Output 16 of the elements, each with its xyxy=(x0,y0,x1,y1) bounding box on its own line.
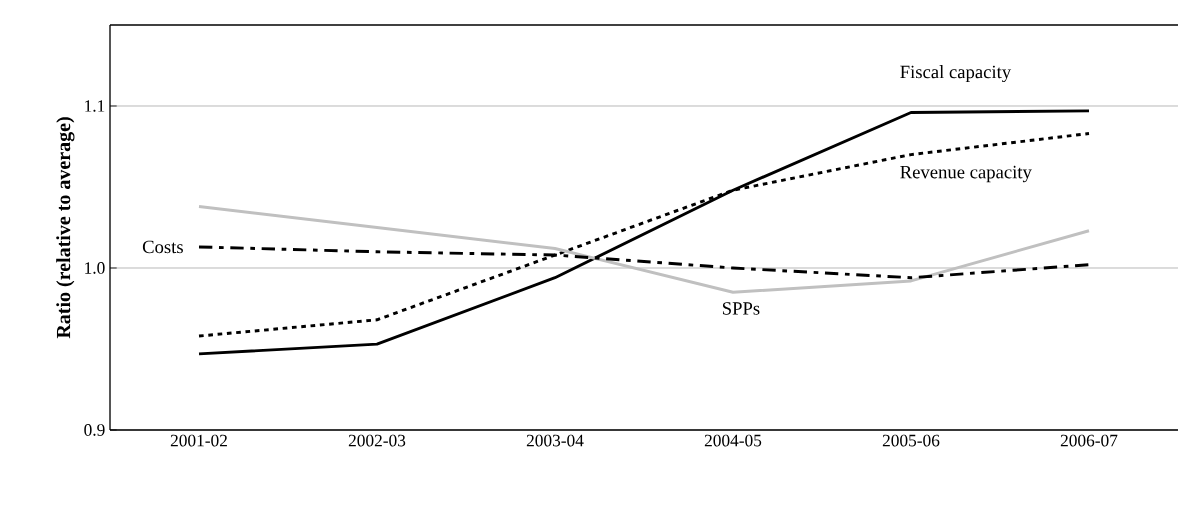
series-label: Fiscal capacity xyxy=(900,65,1012,83)
y-tick-label: 1.0 xyxy=(85,262,105,274)
x-tick-label: 2005-06 xyxy=(882,434,940,447)
y-tick-label: 0.9 xyxy=(84,424,105,436)
y-axis-title: Ratio (relative to average) xyxy=(56,117,75,339)
x-tick-label: 2002-03 xyxy=(348,434,406,447)
series-label: Revenue capacity xyxy=(900,165,1032,183)
x-tick-label: 2003-04 xyxy=(526,434,584,447)
x-tick-label: 2006-07 xyxy=(1060,434,1118,447)
y-tick-label: 1.1 xyxy=(85,100,105,112)
series-label: SPPs xyxy=(722,302,760,315)
line-series xyxy=(197,109,1091,356)
x-tick-label: 2001-02 xyxy=(170,434,227,447)
line-series xyxy=(197,204,1091,294)
x-tick-label: 2004-05 xyxy=(704,434,762,447)
series-label: Costs xyxy=(142,240,183,254)
